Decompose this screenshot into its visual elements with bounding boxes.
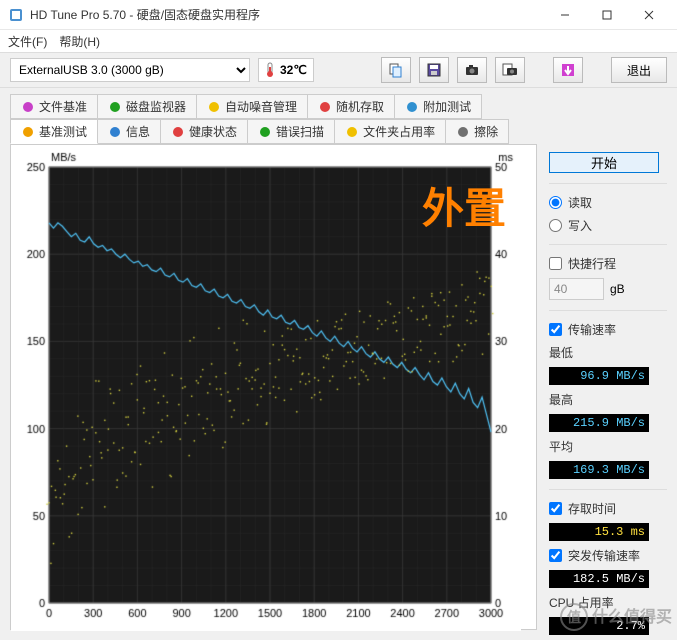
toolbar: ExternalUSB 3.0 (3000 gB) 32℃ 退出	[0, 52, 677, 88]
maximize-button[interactable]	[587, 3, 627, 27]
tab-icon	[108, 100, 122, 114]
avg-label: 平均	[549, 438, 667, 455]
max-value: 215.9 MB/s	[549, 414, 649, 432]
copy-screenshot-button[interactable]	[495, 57, 525, 83]
tab-icon	[21, 125, 35, 139]
tab-信息[interactable]: 信息	[97, 119, 161, 144]
short-stroke-unit: gB	[610, 282, 625, 296]
tab-label: 信息	[126, 123, 150, 140]
chart-panel: 外置	[10, 144, 537, 630]
menu-file[interactable]: 文件(F)	[8, 33, 47, 50]
window-title: HD Tune Pro 5.70 - 硬盘/固态硬盘实用程序	[30, 6, 545, 23]
short-stroke-checkbox[interactable]	[549, 257, 562, 270]
write-radio[interactable]	[549, 219, 562, 232]
write-label: 写入	[568, 217, 592, 234]
read-radio-row[interactable]: 读取	[549, 194, 667, 211]
tab-label: 错误扫描	[276, 123, 324, 140]
tab-icon	[405, 100, 419, 114]
tabs-area: 文件基准 磁盘监视器 自动噪音管理 随机存取 附加测试 基准测试 信息 健康状态 错误扫描 文件…	[0, 88, 677, 144]
read-label: 读取	[568, 194, 592, 211]
transfer-rate-row[interactable]: 传输速率	[549, 321, 667, 338]
tab-label: 文件夹占用率	[363, 123, 435, 140]
burst-rate-value: 182.5 MB/s	[549, 570, 649, 588]
tab-label: 附加测试	[423, 98, 471, 115]
menu-bar: 文件(F) 帮助(H)	[0, 30, 677, 52]
tab-随机存取[interactable]: 随机存取	[307, 94, 395, 119]
burst-rate-label: 突发传输速率	[568, 547, 640, 564]
drive-selector[interactable]: ExternalUSB 3.0 (3000 gB)	[10, 58, 250, 82]
tab-icon	[207, 100, 221, 114]
read-radio[interactable]	[549, 196, 562, 209]
access-time-value: 15.3 ms	[549, 523, 649, 541]
tab-label: 健康状态	[189, 123, 237, 140]
start-button[interactable]: 开始	[549, 152, 659, 173]
tab-icon	[318, 100, 332, 114]
tab-label: 基准测试	[39, 123, 87, 140]
access-time-checkbox[interactable]	[549, 502, 562, 515]
burst-rate-checkbox[interactable]	[549, 549, 562, 562]
tab-icon	[171, 125, 185, 139]
max-label: 最高	[549, 391, 667, 408]
minimize-button[interactable]	[545, 3, 585, 27]
tab-健康状态[interactable]: 健康状态	[160, 119, 248, 144]
content-area: 外置 开始 读取 写入 快捷行程 gB 传输速率 最低 96.9 MB/s 最高…	[0, 144, 677, 640]
access-time-row[interactable]: 存取时间	[549, 500, 667, 517]
transfer-rate-checkbox[interactable]	[549, 323, 562, 336]
tab-擦除[interactable]: 擦除	[445, 119, 509, 144]
benchmark-chart	[11, 145, 521, 631]
tab-icon	[21, 100, 35, 114]
screenshot-button[interactable]	[457, 57, 487, 83]
save-button[interactable]	[419, 57, 449, 83]
short-stroke-row[interactable]: 快捷行程	[549, 255, 667, 272]
close-button[interactable]	[629, 3, 669, 27]
tab-label: 自动噪音管理	[225, 98, 297, 115]
tab-文件基准[interactable]: 文件基准	[10, 94, 98, 119]
copy-info-button[interactable]	[381, 57, 411, 83]
transfer-rate-label: 传输速率	[568, 321, 616, 338]
burst-rate-row[interactable]: 突发传输速率	[549, 547, 667, 564]
short-stroke-spinner: gB	[549, 278, 667, 300]
access-time-label: 存取时间	[568, 500, 616, 517]
tab-基准测试[interactable]: 基准测试	[10, 119, 98, 144]
title-bar: HD Tune Pro 5.70 - 硬盘/固态硬盘实用程序	[0, 0, 677, 30]
write-radio-row[interactable]: 写入	[549, 217, 667, 234]
tab-文件夹占用率[interactable]: 文件夹占用率	[334, 119, 446, 144]
short-stroke-input	[549, 278, 604, 300]
tab-icon	[258, 125, 272, 139]
thermometer-icon	[265, 62, 275, 78]
tab-错误扫描[interactable]: 错误扫描	[247, 119, 335, 144]
avg-value: 169.3 MB/s	[549, 461, 649, 479]
min-value: 96.9 MB/s	[549, 367, 649, 385]
tab-label: 磁盘监视器	[126, 98, 186, 115]
tab-label: 文件基准	[39, 98, 87, 115]
tab-icon	[345, 125, 359, 139]
action-button[interactable]	[553, 57, 583, 83]
tab-自动噪音管理[interactable]: 自动噪音管理	[196, 94, 308, 119]
temperature-box: 32℃	[258, 58, 314, 82]
tab-磁盘监视器[interactable]: 磁盘监视器	[97, 94, 197, 119]
tab-label: 随机存取	[336, 98, 384, 115]
side-panel: 开始 读取 写入 快捷行程 gB 传输速率 最低 96.9 MB/s 最高 21…	[537, 144, 667, 630]
temperature-value: 32℃	[280, 63, 307, 77]
tab-icon	[456, 125, 470, 139]
menu-help[interactable]: 帮助(H)	[59, 33, 100, 50]
tab-icon	[108, 125, 122, 139]
short-stroke-label: 快捷行程	[568, 255, 616, 272]
min-label: 最低	[549, 344, 667, 361]
tab-label: 擦除	[474, 123, 498, 140]
exit-button[interactable]: 退出	[611, 57, 667, 83]
tab-附加测试[interactable]: 附加测试	[394, 94, 482, 119]
app-icon	[8, 7, 24, 23]
zdm-watermark: 值值(什么)值得买什么值得买	[560, 603, 672, 631]
